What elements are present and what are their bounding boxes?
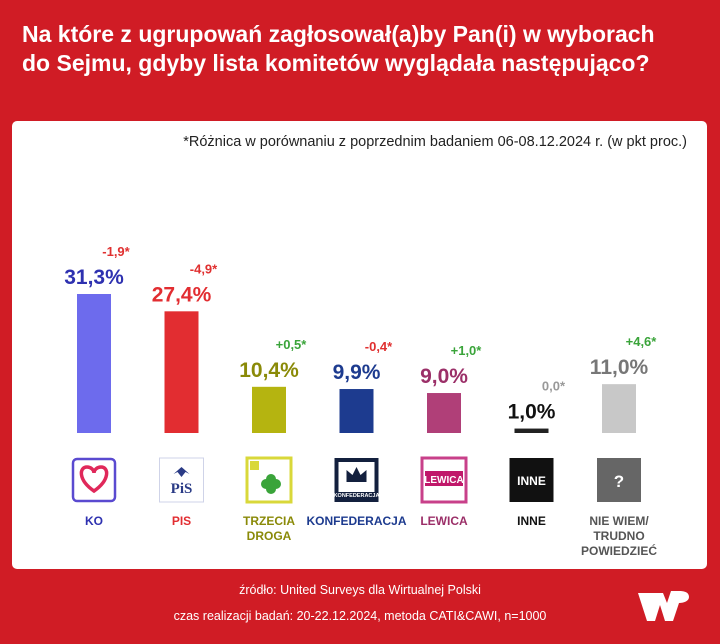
value-label-pis: 27,4% — [152, 283, 212, 306]
bar-pis — [164, 311, 199, 433]
category-label-nie-wiem-trudno-powiedzie: NIE WIEM/ — [589, 514, 649, 528]
konfederacja-crown-logo-icon: KONFEDERACJA — [334, 458, 380, 502]
chart-card: *Różnica w porównaniu z poprzednim badan… — [12, 121, 707, 569]
change-label-trzecia-droga: +0,5* — [276, 337, 308, 352]
category-label-trzecia-droga: DROGA — [247, 529, 292, 543]
pis-eagle-logo-icon: PiS — [159, 457, 204, 503]
category-label-pis: PIS — [172, 514, 191, 528]
value-label-ko: 31,3% — [64, 266, 124, 289]
inne-logo-icon: INNE — [509, 458, 554, 502]
change-label-konfederacja: -0,4* — [365, 339, 393, 354]
pis-logo-text: PiS — [171, 481, 193, 497]
bar-ko — [77, 294, 111, 433]
title-line-1: Na które z ugrupowań zagłosował(a)by Pan… — [22, 21, 655, 47]
lewica-logo-text: LEWICA — [424, 475, 463, 486]
category-label-konfederacja: KONFEDERACJA — [306, 514, 406, 528]
category-label-nie-wiem-trudno-powiedzie: POWIEDZIEĆ — [581, 543, 657, 558]
clover-leaf — [261, 479, 271, 489]
source-text: źródło: United Surveys dla Wirtualnej Po… — [239, 583, 481, 597]
category-label-ko: KO — [85, 514, 103, 528]
value-label-lewica: 9,0% — [420, 365, 468, 388]
pis-logo-frame — [159, 457, 204, 503]
inne-box — [509, 458, 554, 502]
value-label-trzecia-droga: 10,4% — [239, 359, 299, 382]
value-label-inne: 1,0% — [508, 401, 556, 424]
bar-lewica — [427, 393, 461, 433]
crown-shape — [346, 467, 367, 482]
bar-trzecia-droga — [252, 386, 286, 433]
inne-logo-text: INNE — [517, 474, 546, 488]
wp-logo-icon — [638, 591, 689, 621]
change-label-pis: -4,9* — [190, 261, 218, 276]
bar-chart: 31,3% -1,9* KO 27,4% -4,9* PiS PIS 10,4% +0,5* TR… — [64, 244, 658, 558]
heart-shape — [79, 465, 109, 494]
title-line-2: do Sejmu, gdyby lista komitetów wyglądał… — [22, 50, 650, 76]
konfederacja-logo-text: KONFEDERACJA — [334, 493, 380, 499]
category-label-lewica: LEWICA — [420, 514, 468, 528]
change-label-lewica: +1,0* — [451, 343, 483, 358]
ko-heart-logo-icon — [71, 457, 117, 503]
ko-logo-frame — [71, 457, 117, 503]
lewica-logo-icon: LEWICA — [420, 456, 468, 504]
category-label-nie-wiem-trudno-powiedzie: TRUDNO — [593, 529, 644, 543]
trzecia-droga-clover-logo-icon — [245, 456, 293, 504]
eagle-shape — [173, 467, 190, 477]
number-3-mark — [250, 461, 259, 470]
value-label-konfederacja: 9,9% — [333, 361, 381, 384]
value-label-nie-wiem-trudno-powiedzie: 11,0% — [590, 356, 649, 379]
change-label-inne: 0,0* — [542, 379, 566, 394]
bar-inne — [514, 428, 549, 433]
difference-note: *Różnica w porównaniu z poprzednim badan… — [183, 134, 687, 150]
question-mark-icon: ? — [597, 458, 641, 502]
category-label-inne: INNE — [517, 514, 546, 528]
bar-konfederacja — [339, 389, 374, 433]
chart-title: Na które z ugrupowań zagłosował(a)by Pan… — [22, 20, 682, 78]
question-box — [597, 458, 641, 502]
survey-details-text: czas realizacji badań: 20-22.12.2024, me… — [173, 609, 547, 623]
question-mark-text: ? — [614, 472, 624, 491]
category-label-trzecia-droga: TRZECIA — [243, 514, 295, 528]
change-label-nie-wiem-trudno-powiedzie: +4,6* — [626, 334, 658, 349]
change-label-ko: -1,9* — [102, 244, 130, 259]
bar-nie-wiem-trudno-powiedzie — [602, 384, 636, 433]
lewica-band — [425, 471, 463, 486]
